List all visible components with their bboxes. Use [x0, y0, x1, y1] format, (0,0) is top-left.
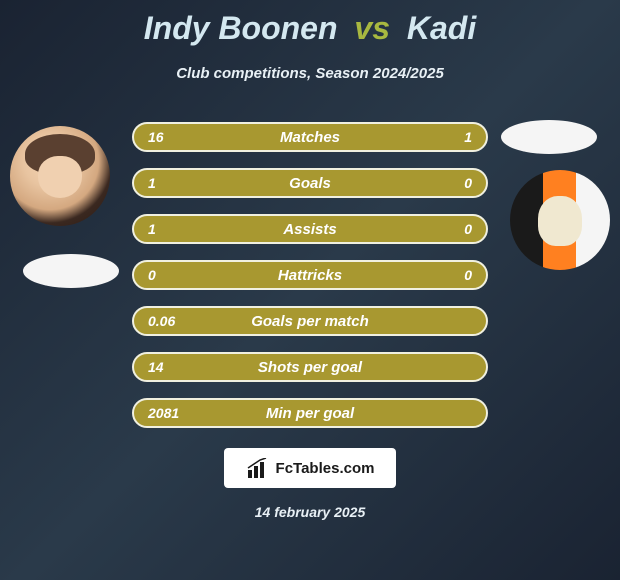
player2-avatar: [510, 170, 610, 270]
stat-label: Matches: [280, 129, 340, 146]
stat-right-value: 0: [422, 267, 472, 283]
stat-label: Assists: [283, 221, 336, 238]
chart-icon: [246, 458, 270, 478]
stat-row-shots-per-goal: 14 Shots per goal: [132, 352, 488, 382]
stat-right-value: 1: [422, 129, 472, 145]
stat-label: Goals: [289, 175, 331, 192]
stat-row-assists: 1 Assists 0: [132, 214, 488, 244]
stat-right-value: 0: [422, 175, 472, 191]
date-text: 14 february 2025: [255, 504, 366, 520]
stat-left-value: 16: [148, 129, 198, 145]
stat-row-goals: 1 Goals 0: [132, 168, 488, 198]
stats-container: 16 Matches 1 1 Goals 0 1 Assists 0 0 Hat…: [132, 122, 488, 444]
stat-left-value: 14: [148, 359, 198, 375]
logo-text: FcTables.com: [276, 460, 375, 477]
stat-left-value: 2081: [148, 405, 198, 421]
vs-label: vs: [354, 10, 390, 46]
stat-row-matches: 16 Matches 1: [132, 122, 488, 152]
stat-label: Goals per match: [251, 313, 369, 330]
stat-label: Shots per goal: [258, 359, 362, 376]
stat-right-value: 0: [422, 221, 472, 237]
stat-left-value: 0: [148, 267, 198, 283]
player1-club-badge: [23, 254, 119, 288]
stat-left-value: 1: [148, 175, 198, 191]
stat-row-goals-per-match: 0.06 Goals per match: [132, 306, 488, 336]
footer-logo[interactable]: FcTables.com: [224, 448, 396, 488]
comparison-title: Indy Boonen vs Kadi: [0, 0, 620, 47]
stat-row-min-per-goal: 2081 Min per goal: [132, 398, 488, 428]
stat-label: Min per goal: [266, 405, 354, 422]
player1-avatar: [10, 126, 110, 226]
stat-label: Hattricks: [278, 267, 342, 284]
subtitle: Club competitions, Season 2024/2025: [0, 65, 620, 82]
stat-row-hattricks: 0 Hattricks 0: [132, 260, 488, 290]
player1-name: Indy Boonen: [144, 10, 338, 46]
stat-left-value: 0.06: [148, 313, 198, 329]
stat-left-value: 1: [148, 221, 198, 237]
player2-club-badge: [501, 120, 597, 154]
player2-name: Kadi: [407, 10, 476, 46]
